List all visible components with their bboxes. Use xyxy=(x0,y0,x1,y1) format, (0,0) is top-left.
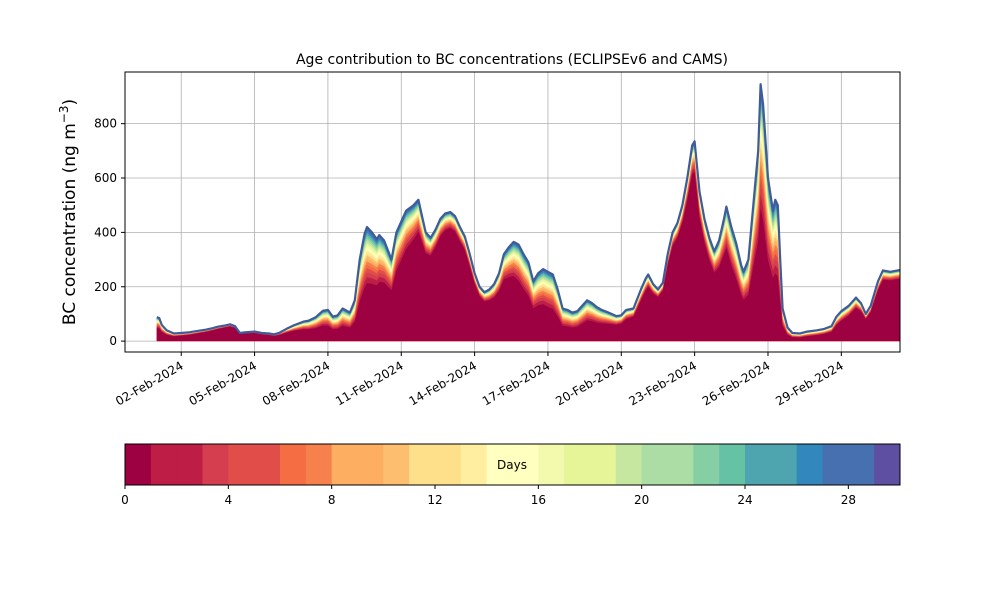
x-tick-label: 11-Feb-2024 xyxy=(333,358,406,408)
colorbar-cell xyxy=(770,444,798,485)
colorbar-frame xyxy=(124,443,901,486)
y-tick-label: 400 xyxy=(94,225,117,239)
x-tick-label: 05-Feb-2024 xyxy=(186,358,259,408)
chart-title: Age contribution to BC concentrations (E… xyxy=(296,52,728,68)
age-band-area xyxy=(156,171,900,342)
colorbar-cell xyxy=(125,444,152,485)
colorbar-cell xyxy=(305,444,333,485)
colorbar-cells xyxy=(125,444,901,485)
colorbar-cell xyxy=(409,444,436,485)
x-tick-label: 20-Feb-2024 xyxy=(553,358,626,408)
stacked-age-areas xyxy=(156,83,900,342)
colorbar-cell xyxy=(796,444,823,485)
x-tick-label: 14-Feb-2024 xyxy=(407,358,480,408)
x-tick-label: 08-Feb-2024 xyxy=(260,358,333,408)
total-concentration-line xyxy=(156,83,900,336)
colorbar-cell xyxy=(822,444,849,485)
colorbar-cell xyxy=(486,444,513,485)
colorbar-tick-label: 20 xyxy=(634,493,649,507)
colorbar-cell xyxy=(150,444,178,485)
colorbar-cell xyxy=(848,444,875,485)
colorbar-cell xyxy=(874,444,901,485)
y-tick-label: 600 xyxy=(94,171,117,185)
colorbar-tick-label: 16 xyxy=(531,493,546,507)
x-tick-label: 02-Feb-2024 xyxy=(113,358,186,408)
y-tick-label: 200 xyxy=(94,280,117,294)
colorbar-tick-label: 8 xyxy=(328,493,336,507)
colorbar-cell xyxy=(331,444,358,485)
colorbar-tick-label: 28 xyxy=(841,493,856,507)
colorbar-cell xyxy=(228,444,255,485)
y-axis-label-end: ) xyxy=(60,99,80,106)
colorbar-cell xyxy=(280,444,307,485)
colorbar-cell xyxy=(254,444,281,485)
colorbar: Days 0 4 8 12 16 20 24 28 xyxy=(121,443,901,507)
y-tick-label: 0 xyxy=(109,334,117,348)
y-axis-label: BC concentration (ng m−3) xyxy=(57,99,80,325)
colorbar-tick-label: 24 xyxy=(737,493,752,507)
colorbar-cell xyxy=(745,444,772,485)
colorbar-cell xyxy=(641,444,668,485)
plot-axes xyxy=(124,71,901,353)
x-axis-ticks: 02-Feb-2024 05-Feb-2024 08-Feb-2024 11-Feb-… xyxy=(113,352,846,408)
y-axis-label-base: BC concentration (ng m xyxy=(60,123,80,325)
colorbar-cell xyxy=(512,444,539,485)
colorbar-cell xyxy=(176,444,203,485)
colorbar-tick-label: 4 xyxy=(225,493,233,507)
y-axis-ticks: 0 200 400 600 800 xyxy=(94,117,125,348)
colorbar-cell xyxy=(667,444,694,485)
colorbar-cell xyxy=(615,444,643,485)
plot-frame xyxy=(124,71,901,353)
colorbar-cell xyxy=(538,444,565,485)
colorbar-cell xyxy=(357,444,384,485)
x-tick-label: 17-Feb-2024 xyxy=(480,358,553,408)
colorbar-cell xyxy=(564,444,591,485)
colorbar-cell xyxy=(383,444,410,485)
colorbar-tick-label: 12 xyxy=(427,493,442,507)
colorbar-cell xyxy=(719,444,746,485)
x-tick-label: 29-Feb-2024 xyxy=(773,358,846,408)
colorbar-cell xyxy=(202,444,229,485)
colorbar-tick-label: 0 xyxy=(121,493,129,507)
colorbar-ticks: 0 4 8 12 16 20 24 28 xyxy=(121,485,856,507)
y-axis-label-superscript: −3 xyxy=(57,105,71,123)
y-tick-label: 800 xyxy=(94,117,117,131)
colorbar-cell xyxy=(460,444,488,485)
colorbar-cell xyxy=(693,444,720,485)
colorbar-cell xyxy=(590,444,617,485)
x-tick-label: 26-Feb-2024 xyxy=(700,358,773,408)
colorbar-cell xyxy=(435,444,462,485)
colorbar-label: Days xyxy=(497,458,527,472)
x-tick-label: 23-Feb-2024 xyxy=(627,358,700,408)
